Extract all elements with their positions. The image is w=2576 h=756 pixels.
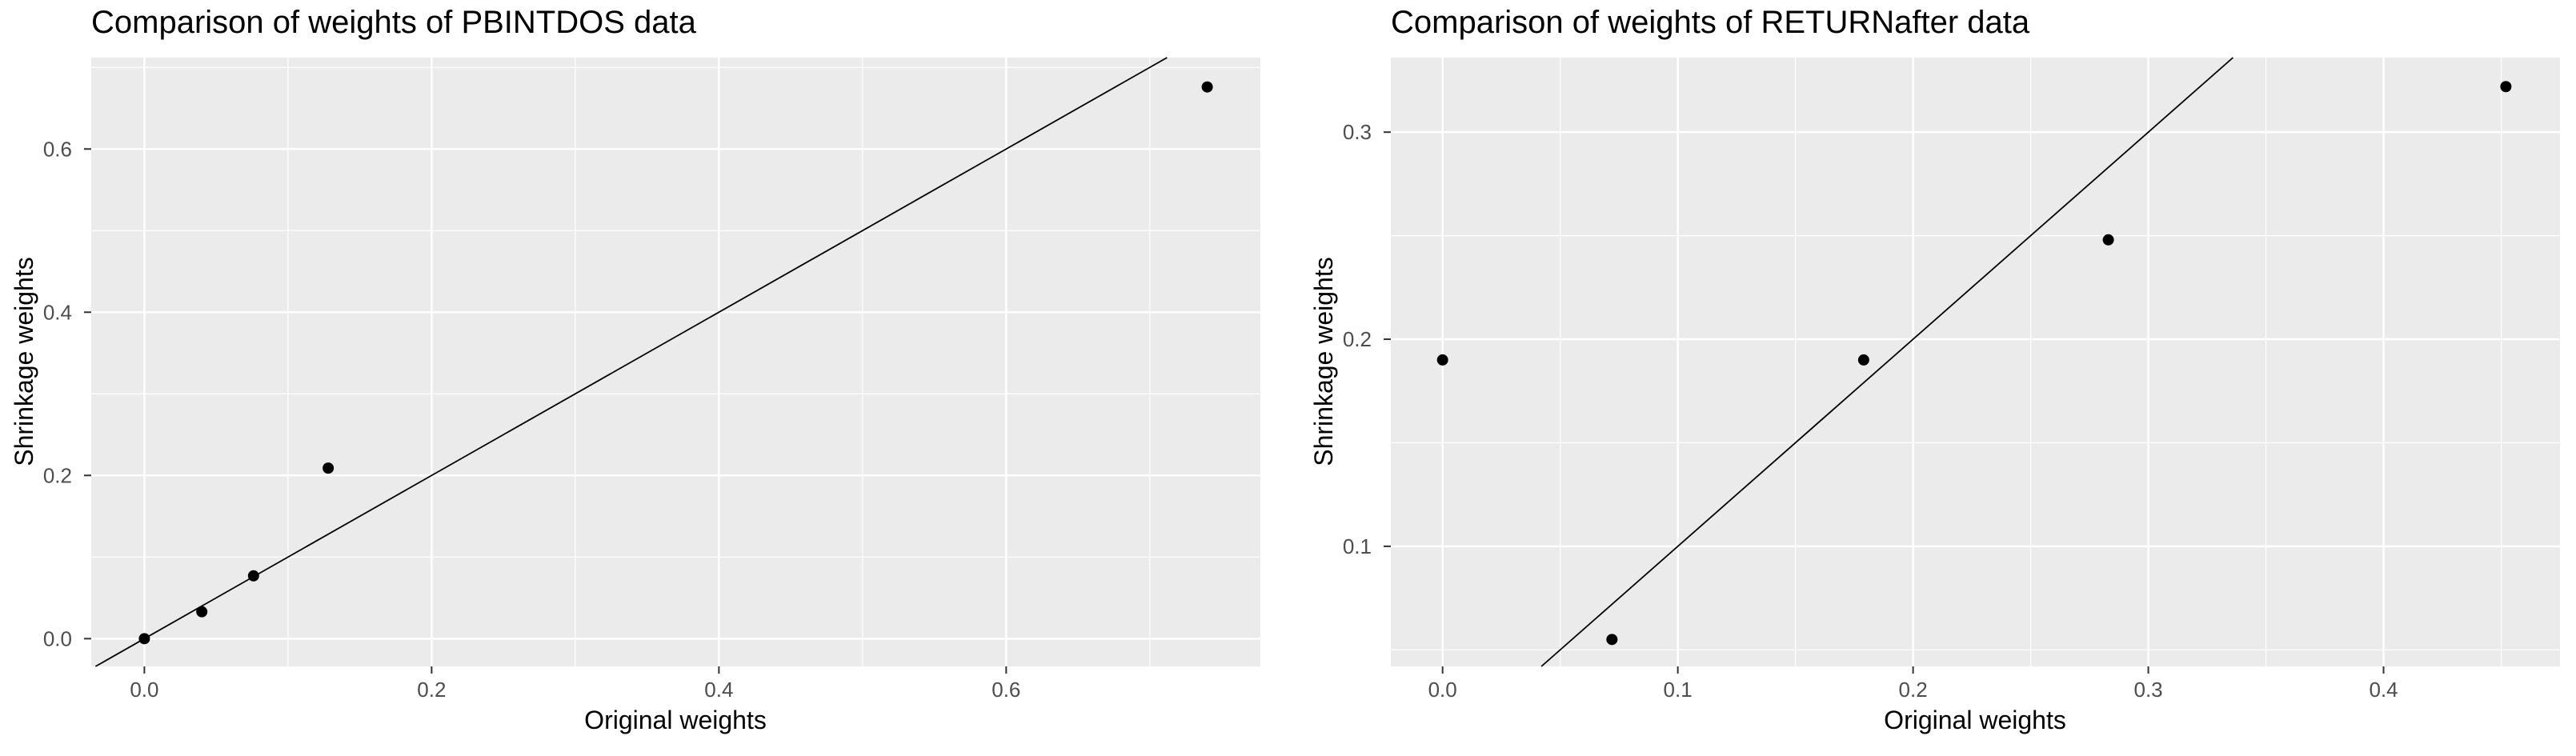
y-axis-title-right: Shrinkage weights bbox=[1309, 257, 1338, 466]
chart-title-returnafter: Comparison of weights of RETURNafter dat… bbox=[1391, 5, 2030, 40]
y-tick-label: 0.3 bbox=[1343, 120, 1372, 144]
x-tick-label: 0.4 bbox=[2369, 678, 2398, 702]
x-tick-label: 0.6 bbox=[992, 678, 1020, 702]
x-tick-label: 0.4 bbox=[704, 678, 733, 702]
y-tick-label: 0.6 bbox=[43, 137, 72, 161]
x-tick-label: 0.1 bbox=[1664, 678, 1693, 702]
data-point bbox=[1857, 354, 1869, 366]
y-tick-label: 0.1 bbox=[1343, 534, 1372, 558]
x-tick-label: 0.0 bbox=[130, 678, 158, 702]
x-axis-title-left: Original weights bbox=[584, 706, 767, 734]
data-point bbox=[138, 633, 150, 645]
x-tick-label: 0.3 bbox=[2133, 678, 2162, 702]
data-point bbox=[1436, 354, 1448, 366]
x-axis-title-right: Original weights bbox=[1884, 706, 2066, 734]
data-point bbox=[1201, 81, 1213, 93]
data-point bbox=[2500, 81, 2512, 93]
data-point bbox=[2102, 234, 2114, 246]
y-tick-label: 0.2 bbox=[43, 463, 72, 487]
identity-reference-line bbox=[1540, 57, 2233, 667]
x-tick-label: 0.2 bbox=[417, 678, 446, 702]
chart-title-pbintdos: Comparison of weights of PBINTDOS data bbox=[91, 5, 696, 40]
y-axis-title-left: Shrinkage weights bbox=[10, 257, 38, 466]
y-tick-label: 0.0 bbox=[43, 626, 72, 650]
data-point bbox=[1606, 634, 1618, 646]
identity-reference-line bbox=[94, 57, 1168, 667]
x-tick-label: 0.2 bbox=[1899, 678, 1928, 702]
panel-background bbox=[91, 58, 1260, 666]
panel-background bbox=[1391, 58, 2560, 666]
y-tick-label: 0.4 bbox=[43, 300, 72, 324]
data-point bbox=[196, 606, 208, 618]
data-point bbox=[323, 462, 335, 474]
x-tick-label: 0.0 bbox=[1428, 678, 1457, 702]
y-tick-label: 0.2 bbox=[1343, 327, 1372, 351]
data-point bbox=[247, 570, 259, 582]
